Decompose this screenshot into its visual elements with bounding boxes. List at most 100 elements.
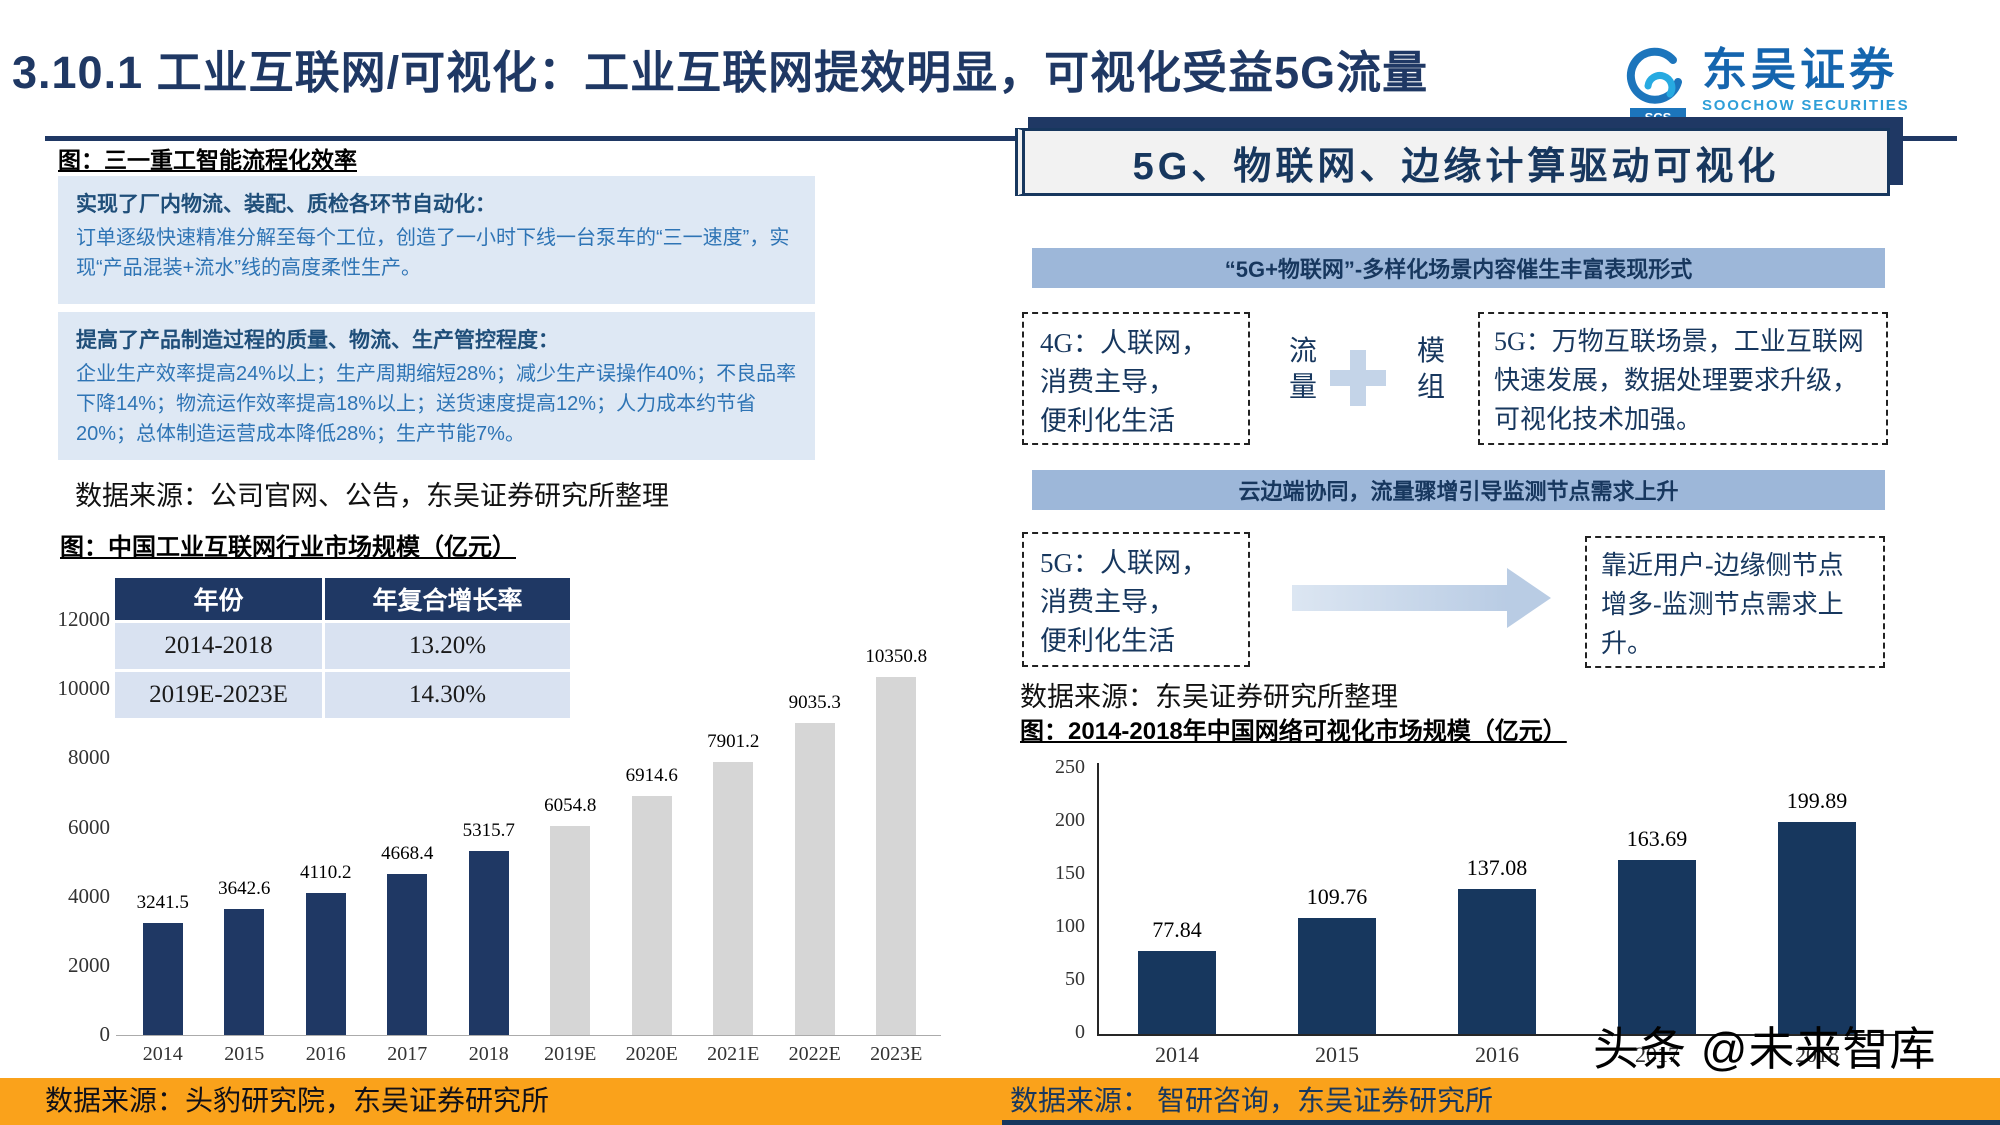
bar-value-label: 6054.8 (544, 794, 597, 816)
bar-value-label: 6914.6 (625, 764, 678, 786)
chart-bar (1298, 917, 1376, 1034)
sany-quality-infobox: 提高了产品制造过程的质量、物流、生产管控程度： 企业生产效率提高24%以上；生产… (58, 312, 815, 460)
banner-cloud-edge: 云边端协同，流量骤增引导监测节点需求上升 (1032, 470, 1885, 510)
chart-bar (142, 922, 183, 1035)
flow1-4g-box: 4G：人联网， 消费主导， 便利化生活 (1022, 312, 1250, 445)
y-axis-tick-label: 250 (1055, 756, 1085, 778)
y-axis-tick-label: 50 (1065, 968, 1085, 990)
cagr-period-1: 2014-2018 (115, 623, 322, 669)
bar-value-label: 5315.7 (462, 820, 515, 842)
bar-value-label: 77.84 (1152, 917, 1202, 943)
chart-bar (876, 677, 917, 1035)
bar-value-label: 3642.6 (218, 878, 271, 900)
bar-value-label: 9035.3 (788, 691, 841, 713)
soochow-securities-logo: SCS 东吴证券 SOOCHOW SECURITIES (1626, 46, 1909, 135)
right-arrow-icon (1292, 568, 1562, 628)
x-axis-category-label: 2018 (1795, 1042, 1839, 1067)
toutiao-watermark: 头条 @未来智库 (1593, 1023, 1937, 1075)
x-axis-category-label: 2016 (305, 1043, 346, 1065)
y-axis-tick-label: 200 (1055, 809, 1085, 831)
chart-bar (468, 851, 509, 1035)
plus-icon (1330, 350, 1386, 406)
x-axis-category-label: 2014 (1155, 1042, 1199, 1067)
flow2-5g-box: 5G：人联网， 消费主导， 便利化生活 (1022, 532, 1250, 667)
y-axis-tick-label: 4000 (68, 883, 110, 908)
flow2-edge-node-box: 靠近用户-边缘侧节点增多-监测节点需求上升。 (1585, 536, 1885, 668)
chart-bar (1778, 822, 1856, 1034)
figure3-caption: 图：2014-2018年中国网络可视化市场规模（亿元） (1020, 718, 1567, 745)
cagr-period-2: 2019E-2023E (115, 672, 322, 718)
logo-text-en: SOOCHOW SECURITIES (1702, 97, 1910, 115)
x-axis-category-label: 2017 (1635, 1042, 1679, 1067)
chart-bar (631, 795, 672, 1035)
page-title: 3.10.1 工业互联网/可视化：工业互联网提效明显，可视化受益5G流量 (12, 47, 1429, 98)
source-note-company: 数据来源：公司官网、公告，东吴证券研究所整理 (75, 481, 669, 511)
chart-bar (387, 873, 428, 1035)
y-axis-tick-label: 100 (1055, 915, 1085, 937)
y-axis-tick-label: 0 (99, 1022, 111, 1046)
x-axis-category-label: 2015 (224, 1043, 265, 1065)
chart-bar (224, 909, 265, 1035)
industrial-internet-market-bar-chart: 0 2000 4000 6000 8000 10000 12000 3241.5 2014 364… (50, 563, 955, 1078)
header-divider (45, 136, 1957, 141)
cagr-table-header-year: 年份 (115, 578, 322, 620)
y-axis-line (1097, 763, 1099, 1034)
x-axis-category-label: 2016 (1475, 1042, 1519, 1067)
bar-value-label: 4668.4 (381, 842, 434, 864)
flow1-module-label: 模组 (1416, 336, 1445, 404)
bar-value-label: 10350.8 (865, 646, 928, 668)
cagr-table: 年份 年复合增长率 2014-2018 13.20% 2019E-2023E 1… (112, 575, 573, 721)
infobox1-heading: 实现了厂内物流、装配、质检各环节自动化： (76, 193, 496, 216)
flow1-traffic-label: 流量 (1288, 336, 1317, 404)
y-axis-tick-label: 6000 (68, 814, 110, 839)
table-row: 2019E-2023E 14.30% (115, 672, 570, 718)
chart-bar (550, 825, 591, 1035)
cagr-value-2: 14.30% (325, 672, 570, 718)
x-axis-category-label: 2023E (870, 1043, 923, 1065)
infobox2-body: 企业生产效率提高24%以上；生产周期缩短28%；减少生产误操作40%；不良品率下… (76, 363, 797, 445)
bar-value-label: 109.76 (1306, 883, 1368, 909)
soochow-logo-icon: SCS (1626, 46, 1690, 135)
x-axis-category-label: 2018 (468, 1043, 509, 1065)
x-axis-category-label: 2019E (544, 1043, 597, 1065)
chart-bar (305, 892, 346, 1035)
y-axis-tick-label: 10000 (57, 676, 111, 701)
chart-bar (713, 761, 754, 1035)
x-axis-category-label: 2020E (625, 1043, 678, 1065)
x-axis-line (1097, 1034, 1897, 1036)
bar-value-label: 7901.2 (707, 730, 760, 752)
source-note-zhiyan: 数据来源： 智研咨询，东吴证券研究所 (1010, 1086, 1494, 1117)
figure2-caption: 图：中国工业互联网行业市场规模（亿元） (60, 534, 516, 561)
y-axis-tick-label: 0 (1075, 1021, 1085, 1043)
bar-value-label: 199.89 (1786, 788, 1848, 814)
chart-bar (1138, 951, 1216, 1034)
x-axis-category-label: 2014 (142, 1043, 183, 1065)
5g-driver-title: 5G、物联网、边缘计算驱动可视化 (1132, 145, 1780, 188)
x-axis-category-label: 2015 (1315, 1042, 1359, 1067)
sany-automation-infobox: 实现了厂内物流、装配、质检各环节自动化： 订单逐级快速精准分解至每个工位，创造了… (58, 176, 815, 304)
bar-value-label: 4110.2 (299, 861, 352, 883)
y-axis-tick-label: 150 (1055, 862, 1085, 884)
cagr-table-header-cagr: 年复合增长率 (325, 578, 570, 620)
x-axis-line (116, 1035, 941, 1036)
svg-text:SCS: SCS (1645, 110, 1672, 125)
bar-value-label: 163.69 (1626, 826, 1688, 852)
bar-value-label: 137.08 (1466, 854, 1528, 880)
infobox1-body: 订单逐级快速精准分解至每个工位，创造了一小时下线一台泵车的“三一速度”，实现“产… (76, 227, 790, 279)
x-axis-category-label: 2022E (788, 1043, 841, 1065)
bottom-orange-strip (0, 1078, 2000, 1125)
network-visualization-market-bar-chart: 0 50 100 150 200 250 77.84 2014 109.76 2015 137.08… (1035, 742, 1915, 1077)
table-row: 2014-2018 13.20% (115, 623, 570, 669)
logo-text-cn: 东吴证券 (1702, 44, 1899, 95)
x-axis-category-label: 2021E (707, 1043, 760, 1065)
y-axis-tick-label: 2000 (68, 952, 110, 977)
infobox2-heading: 提高了产品制造过程的质量、物流、生产管控程度： (76, 329, 559, 352)
5g-driver-title-box: 5G、物联网、边缘计算驱动可视化 (1015, 128, 1890, 196)
source-note-soochow: 数据来源：东吴证券研究所整理 (1020, 682, 1398, 712)
chart-bar (1618, 860, 1696, 1034)
x-axis-category-label: 2017 (387, 1043, 428, 1065)
banner-5g-iot: “5G+物联网”-多样化场景内容催生丰富表现形式 (1032, 248, 1885, 288)
flow1-5g-box: 5G：万物互联场景，工业互联网快速发展，数据处理要求升级，可视化技术加强。 (1478, 312, 1888, 445)
y-axis-tick-label: 8000 (68, 745, 110, 770)
arrow-body (1292, 585, 1507, 611)
